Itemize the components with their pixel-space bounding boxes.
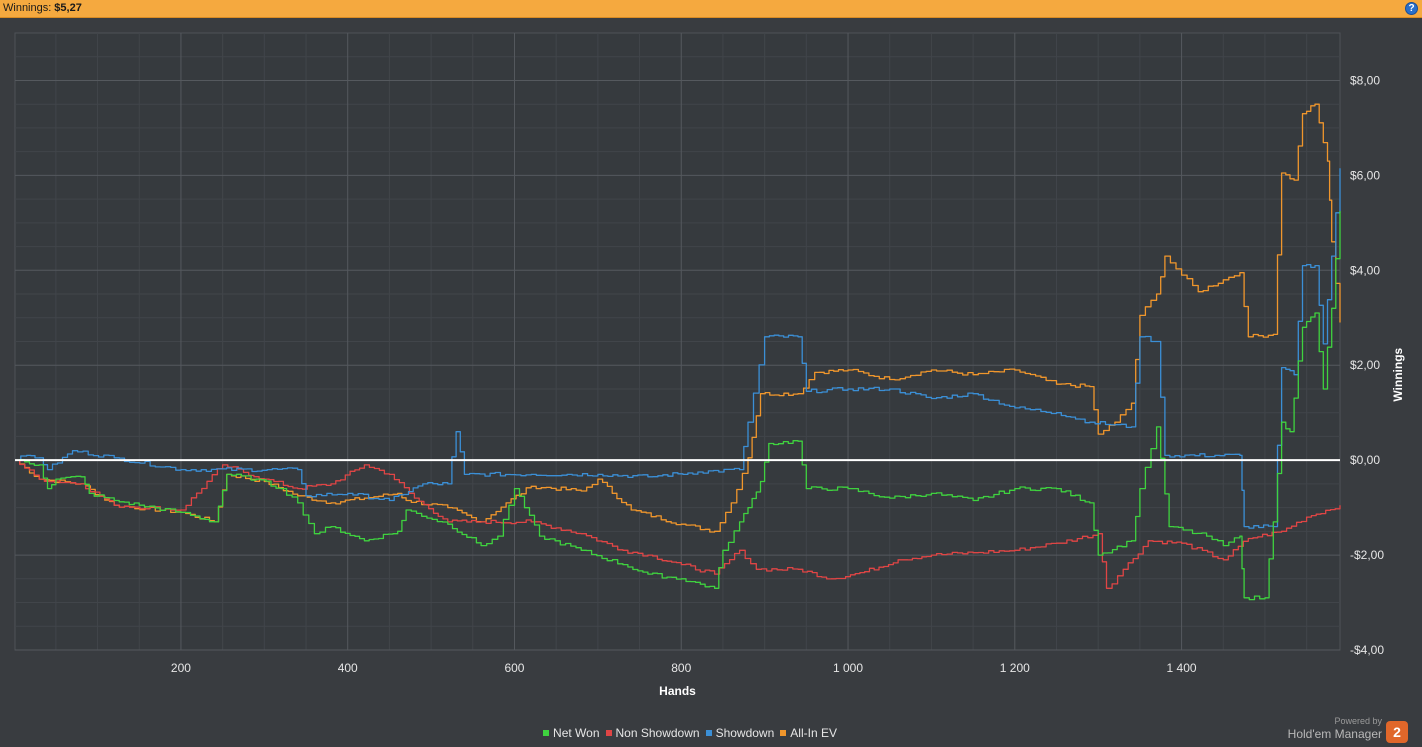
powered-by-text: Powered by: [1334, 716, 1382, 726]
winnings-header-bar: Winnings: $5,27 ?: [0, 0, 1422, 18]
series-line-all-in-ev: [15, 103, 1341, 533]
y-tick-label: -$2,00: [1350, 548, 1384, 562]
legend-label: Non Showdown: [615, 726, 700, 740]
branding: Powered by Hold'em Manager 2: [1268, 716, 1408, 744]
x-tick-label: 200: [171, 661, 191, 675]
x-tick-label: 1 200: [1000, 661, 1030, 675]
legend-swatch: [705, 729, 712, 736]
chart-legend: Net Won Non Showdown Showdown All-In EV: [0, 726, 1380, 740]
series-line-showdown: [15, 168, 1341, 529]
legend-swatch: [605, 729, 612, 736]
legend-item-showdown[interactable]: Showdown: [705, 726, 775, 740]
holdem-manager-logo: 2: [1386, 721, 1408, 743]
winnings-label: Winnings: $5,27: [3, 2, 82, 14]
brand-name: Hold'em Manager: [1287, 727, 1382, 741]
legend-swatch: [780, 729, 787, 736]
legend-item-net-won[interactable]: Net Won: [543, 726, 600, 740]
question-icon[interactable]: ?: [1405, 2, 1418, 15]
y-tick-label: $4,00: [1350, 263, 1380, 277]
y-tick-label: $6,00: [1350, 168, 1380, 182]
y-tick-label: -$4,00: [1350, 643, 1384, 657]
y-tick-label: $0,00: [1350, 453, 1380, 467]
series-line-net-won: [15, 211, 1341, 601]
x-axis-label: Hands: [659, 684, 696, 698]
x-tick-label: 800: [671, 661, 691, 675]
x-tick-label: 600: [504, 661, 524, 675]
legend-label: Net Won: [553, 726, 600, 740]
x-tick-label: 400: [338, 661, 358, 675]
series-line-non-showdown: [15, 459, 1341, 589]
legend-label: All-In EV: [790, 726, 837, 740]
legend-label: Showdown: [715, 726, 775, 740]
legend-item-all-in-ev[interactable]: All-In EV: [780, 726, 837, 740]
y-tick-label: $2,00: [1350, 358, 1380, 372]
x-tick-label: 1 000: [833, 661, 863, 675]
y-axis-label: Winnings: [1391, 347, 1405, 401]
legend-item-non-showdown[interactable]: Non Showdown: [605, 726, 700, 740]
x-tick-label: 1 400: [1167, 661, 1197, 675]
y-tick-label: $8,00: [1350, 73, 1380, 87]
winnings-value: $5,27: [54, 2, 82, 14]
legend-swatch: [543, 729, 550, 736]
